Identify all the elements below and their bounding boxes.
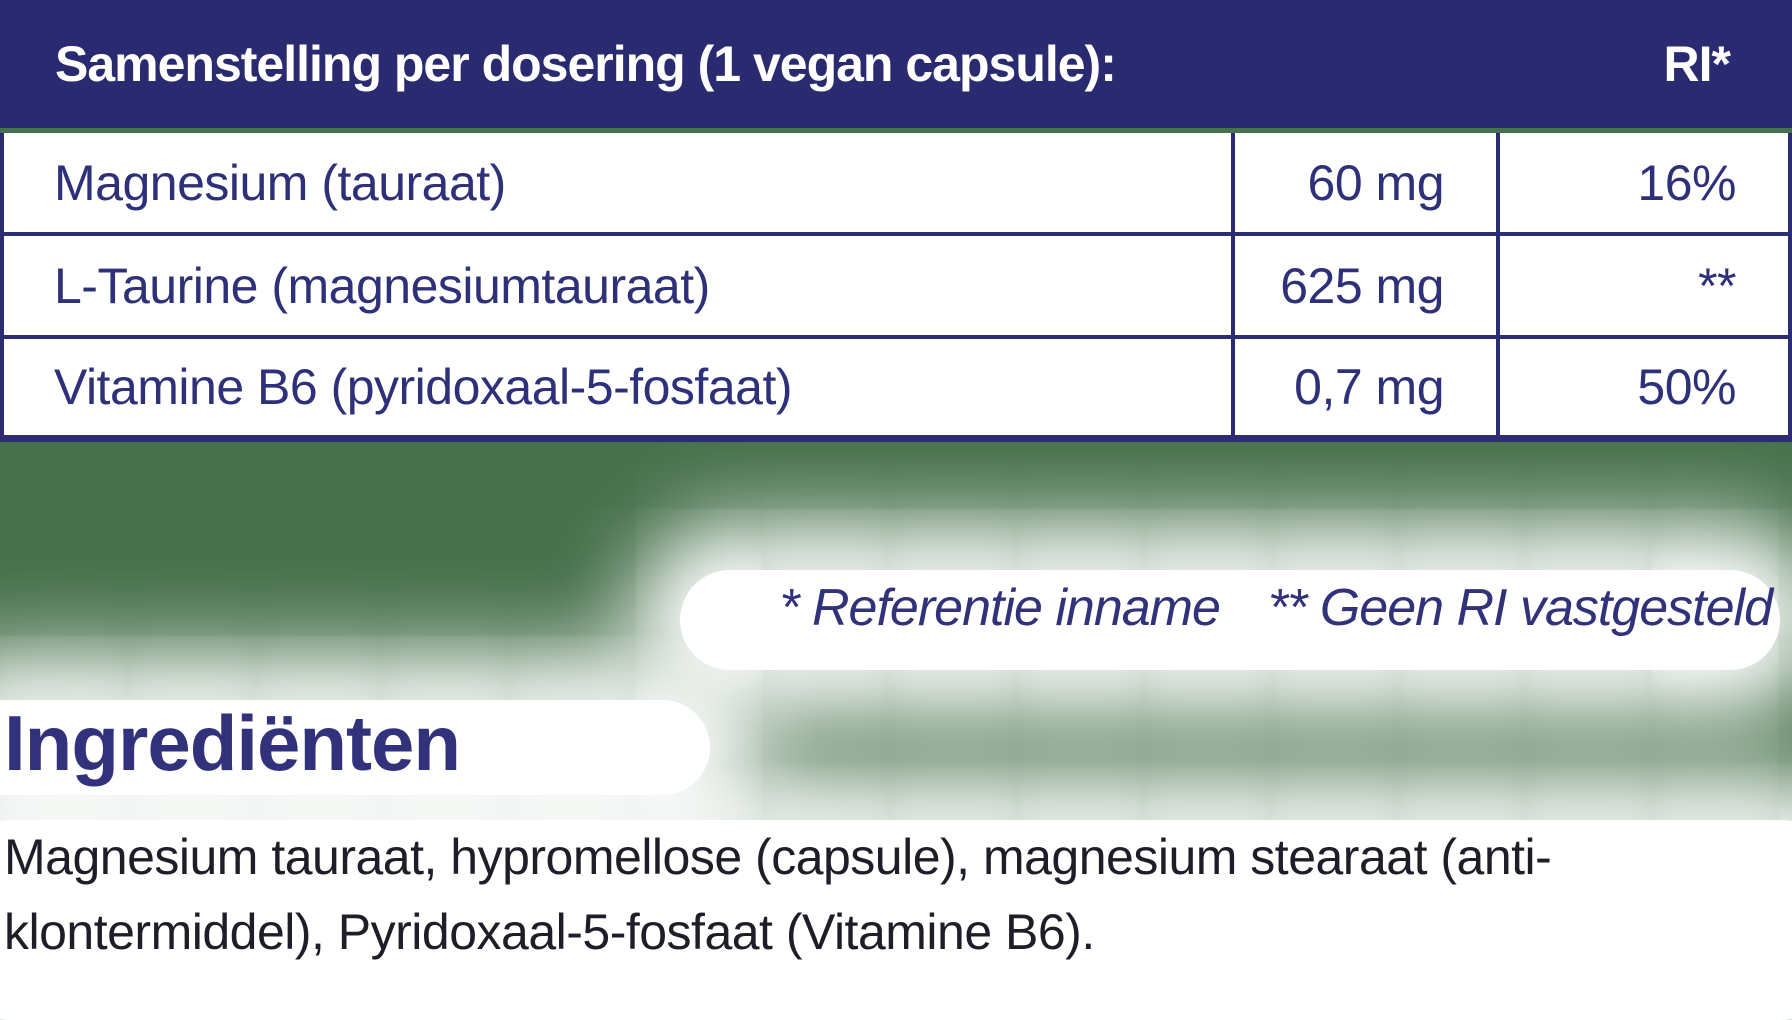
table-row: Magnesium (tauraat) 60 mg 16% (0, 133, 1792, 236)
ri-percent-cell: ** (1496, 236, 1788, 335)
footnotes-line: * Referentie inname ** Geen RI vastgeste… (779, 578, 1773, 638)
table-title: Samenstelling per dosering (1 vegan caps… (55, 36, 1117, 92)
ingredient-name-cell: L-Taurine (magnesiumtauraat) (54, 257, 710, 314)
amount-cell: 625 mg (1231, 236, 1496, 335)
ingredients-paragraph: Magnesium tauraat, hypromellose (capsule… (4, 829, 1552, 960)
table-row: Vitamine B6 (pyridoxaal-5-fosfaat) 0,7 m… (0, 339, 1792, 442)
ingredient-name-cell: Vitamine B6 (pyridoxaal-5-fosfaat) (54, 359, 792, 415)
table-row: L-Taurine (magnesiumtauraat) 625 mg ** (0, 236, 1792, 339)
reference-intake-footnote: * Referentie inname (779, 579, 1221, 637)
table-header-bar: Samenstelling per dosering (1 vegan caps… (0, 0, 1792, 128)
no-ri-footnote: ** Geen RI vastgesteld (1267, 579, 1773, 637)
ri-percent-cell: 50% (1496, 339, 1788, 435)
ri-column-header: RI* (1663, 36, 1731, 92)
ingredient-name-cell: Magnesium (tauraat) (54, 154, 506, 211)
ri-percent-cell: 16% (1496, 133, 1788, 232)
amount-cell: 60 mg (1231, 133, 1496, 232)
footnote-halo (680, 570, 1780, 670)
amount-cell: 0,7 mg (1231, 339, 1496, 435)
supplement-table: Magnesium (tauraat) 60 mg 16% L-Taurine … (0, 133, 1792, 442)
ingredients-heading: Ingrediënten (4, 699, 461, 787)
heading-halo (0, 700, 710, 795)
